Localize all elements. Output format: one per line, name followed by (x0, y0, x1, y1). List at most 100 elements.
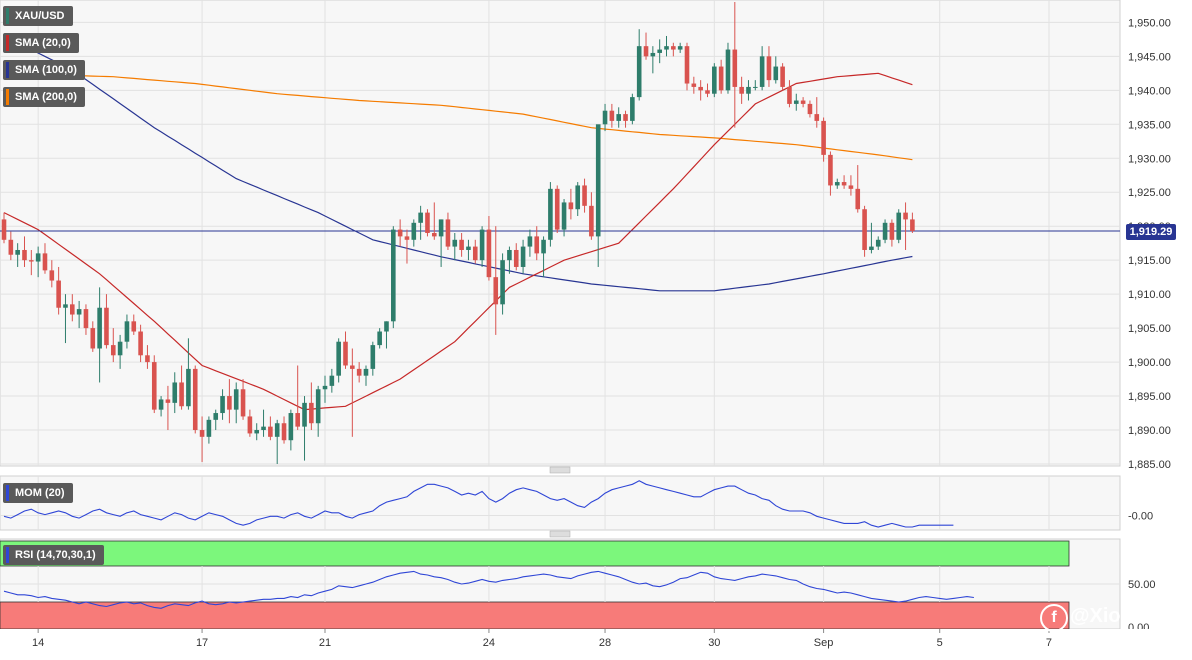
candle-body (15, 249, 20, 255)
candle (29, 249, 34, 276)
sma200-legend[interactable]: SMA (200,0) (3, 87, 85, 107)
candle-body (534, 236, 540, 254)
candle (145, 345, 150, 369)
candle-body (49, 270, 55, 281)
sma200-swatch (6, 89, 9, 105)
candle-body (261, 426, 266, 431)
candle-body (889, 222, 895, 240)
candle (391, 226, 396, 329)
candle-body (192, 368, 198, 431)
candle (698, 80, 703, 101)
candle (165, 385, 171, 431)
candle (363, 365, 369, 386)
candle-body (227, 396, 232, 410)
candle (807, 100, 813, 118)
candle (138, 324, 143, 363)
symbol-swatch (6, 8, 9, 24)
candle (712, 63, 717, 98)
candle-body (206, 419, 212, 437)
candle-body (725, 49, 731, 91)
candle-body (356, 368, 362, 376)
candle-body (787, 86, 792, 104)
candle (821, 117, 826, 162)
candle (288, 409, 294, 451)
candle (268, 416, 273, 441)
symbol-legend[interactable]: XAU/USD (3, 6, 73, 26)
x-axis: 14 17 21 24 28 30 Sep 5 7 (0, 629, 1192, 655)
candle (671, 42, 676, 57)
candle-body (671, 46, 676, 50)
candle (732, 2, 738, 128)
candle (848, 175, 854, 196)
candle (561, 199, 567, 237)
candle (179, 365, 184, 410)
candle-body (370, 345, 376, 369)
candle-body (104, 307, 109, 346)
candle-body (322, 385, 328, 390)
candle-body (233, 389, 239, 410)
candle-body (548, 188, 553, 240)
rsi-legend[interactable]: RSI (14,70,30,1) (3, 545, 104, 565)
candle-body (384, 321, 389, 332)
y-tick-label: 1,900.00 (1128, 357, 1171, 369)
symbol-label: XAU/USD (15, 10, 65, 22)
candle (793, 93, 799, 111)
candle-body (391, 229, 396, 322)
current-price-badge: 1,919.29 (1126, 224, 1176, 240)
candle-body (411, 222, 417, 240)
candle-body (377, 331, 382, 346)
candle (377, 328, 382, 349)
x-tick-label: 28 (599, 637, 611, 649)
candle (35, 246, 41, 278)
candle (186, 338, 191, 410)
candle-body (220, 396, 225, 414)
candle (1, 212, 7, 244)
rsi-swatch (6, 547, 9, 563)
candle-body (145, 355, 150, 363)
candle-body (179, 382, 184, 407)
candle (650, 46, 656, 74)
candle-body (397, 229, 403, 237)
sma100-legend[interactable]: SMA (100,0) (3, 60, 85, 80)
candle-body (541, 239, 546, 254)
candle (384, 321, 389, 349)
candle (643, 32, 649, 60)
candle-body (131, 321, 137, 332)
candle (616, 107, 621, 128)
sma20-legend[interactable]: SMA (20,0) (3, 33, 79, 53)
candle-body (568, 202, 574, 210)
candle (541, 236, 546, 278)
candle-body (561, 202, 567, 230)
candle-body (315, 389, 321, 424)
candle (411, 219, 417, 247)
candle-body (753, 86, 758, 88)
candle (903, 202, 908, 250)
candle (302, 396, 307, 461)
candle (247, 409, 253, 437)
panel-splitter-handle (549, 466, 571, 474)
candle-body (807, 103, 813, 115)
y-tick-label: 1,890.00 (1128, 425, 1171, 437)
candle-body (438, 219, 444, 237)
candle-body (452, 239, 458, 247)
candle (609, 103, 615, 128)
x-tick-label: 24 (483, 637, 495, 649)
candle (814, 97, 820, 128)
candle (718, 59, 724, 94)
candle (548, 182, 553, 247)
candle-body (445, 219, 451, 247)
candle-body (186, 368, 191, 407)
candle-body (910, 219, 915, 232)
panel-splitter-handle (549, 530, 571, 538)
candle (500, 253, 505, 315)
watermark-text: @XiomiFx (1070, 605, 1168, 627)
sma20-label: SMA (20,0) (15, 37, 71, 49)
candle (677, 42, 683, 53)
candle-body (124, 321, 130, 342)
candle (227, 379, 232, 424)
candle (254, 423, 260, 441)
candle (445, 212, 451, 250)
candle-body (643, 46, 649, 57)
sma100-label: SMA (100,0) (15, 64, 77, 76)
mom-legend[interactable]: MOM (20) (3, 483, 73, 503)
